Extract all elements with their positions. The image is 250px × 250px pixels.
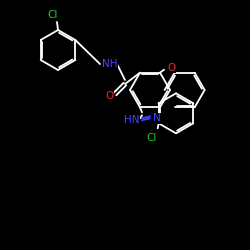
Text: NH: NH [102, 59, 118, 69]
Text: O: O [105, 91, 113, 101]
Text: N: N [153, 113, 161, 123]
Text: HN: HN [124, 115, 140, 125]
Text: Cl: Cl [48, 10, 58, 20]
Text: Cl: Cl [146, 133, 157, 143]
Text: O: O [167, 63, 175, 73]
